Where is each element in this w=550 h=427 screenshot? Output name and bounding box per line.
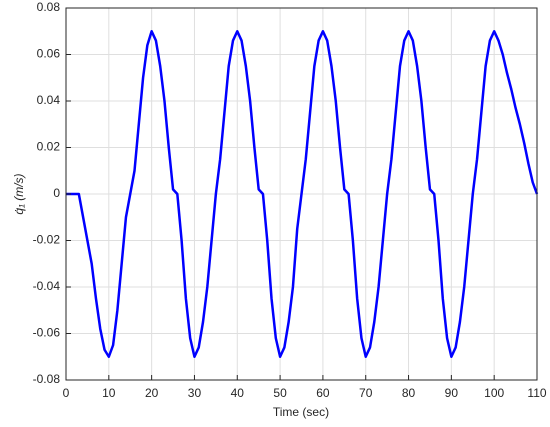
y-tick-label: -0.04 (33, 279, 61, 293)
y-tick-label: 0.04 (37, 93, 61, 107)
x-tick-label: 90 (445, 386, 459, 400)
y-tick-label: 0.02 (37, 140, 61, 154)
x-tick-label: 40 (231, 386, 245, 400)
x-tick-label: 110 (527, 386, 546, 400)
x-tick-label: 70 (359, 386, 373, 400)
data-line (66, 30, 539, 358)
y-axis-label: q̇₁ (m/s) (12, 173, 26, 214)
x-tick-label: 50 (273, 386, 287, 400)
x-tick-label: 20 (145, 386, 159, 400)
y-tick-label: -0.08 (33, 372, 61, 386)
x-tick-label: 30 (188, 386, 202, 400)
y-tick-label: 0 (53, 186, 60, 200)
y-tick-label: -0.06 (33, 326, 61, 340)
y-tick-label: -0.02 (33, 233, 61, 247)
x-tick-label: 10 (102, 386, 116, 400)
y-tick-label: 0.06 (37, 47, 61, 61)
x-tick-label: 100 (484, 386, 504, 400)
y-tick-label: 0.08 (37, 0, 61, 14)
x-tick-label: 80 (402, 386, 416, 400)
x-tick-label: 0 (63, 386, 70, 400)
x-tick-label: 60 (316, 386, 330, 400)
x-axis-label: Time (sec) (273, 405, 329, 419)
